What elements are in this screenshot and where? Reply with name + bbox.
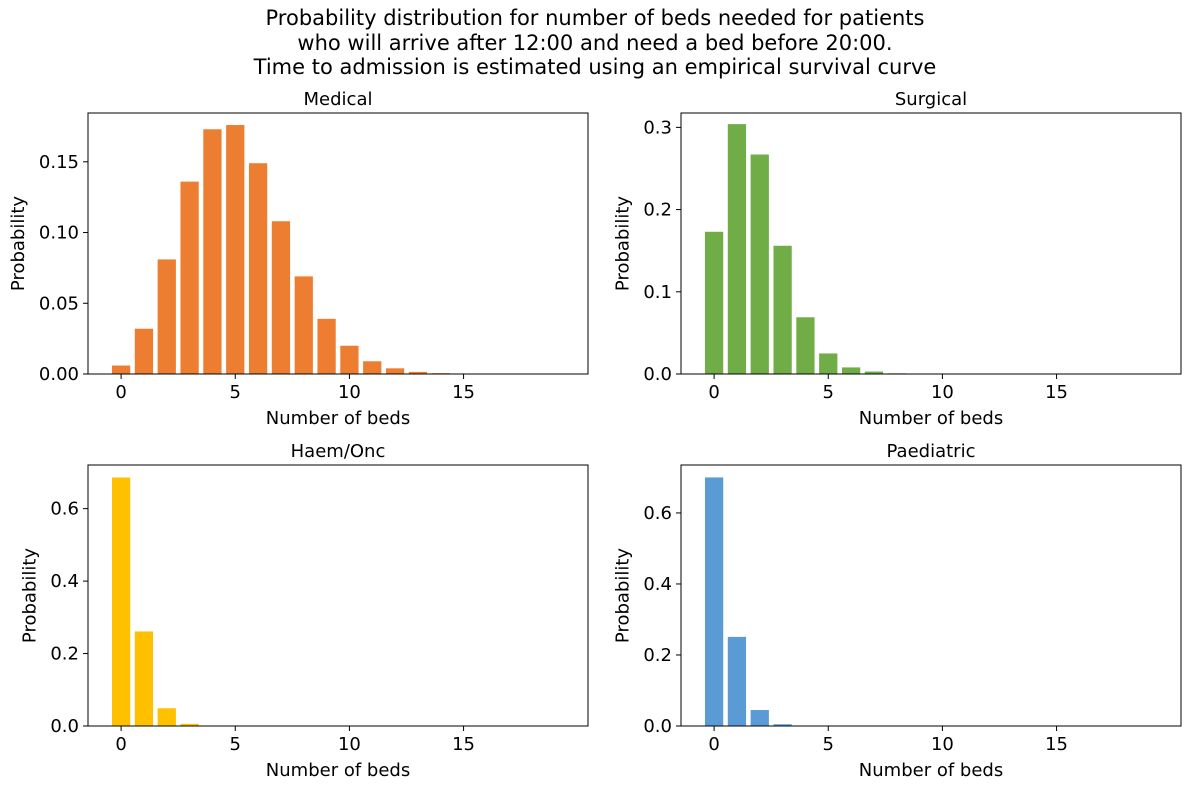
haem-onc-ylabel: Probability bbox=[20, 548, 41, 643]
paediatric-bars bbox=[704, 477, 815, 726]
medical-title: Medical bbox=[304, 89, 373, 110]
paediatric-ytick-label-3: 0.6 bbox=[643, 503, 672, 524]
bar-surgical-1 bbox=[727, 124, 747, 374]
bar-paediatric-3 bbox=[773, 724, 792, 726]
bar-surgical-5 bbox=[819, 353, 838, 374]
medical-xtick-label-15: 15 bbox=[452, 382, 475, 403]
bar-surgical-2 bbox=[750, 154, 769, 374]
bar-surgical-0 bbox=[704, 231, 724, 374]
paediatric-title: Paediatric bbox=[887, 441, 976, 462]
bar-paediatric-1 bbox=[727, 636, 747, 726]
surgical-axes-frame bbox=[680, 112, 1182, 375]
bar-medical-7 bbox=[271, 221, 291, 374]
surgical-xtick-label-10: 10 bbox=[931, 382, 954, 403]
paediatric-ytick-label-2: 0.4 bbox=[643, 574, 672, 595]
paediatric-xlabel: Number of beds bbox=[859, 760, 1003, 781]
haem-onc-xtick-label-10: 10 bbox=[338, 734, 361, 755]
paediatric-xtick-label-5: 5 bbox=[823, 734, 834, 755]
surgical-ylabel: Probability bbox=[613, 196, 634, 291]
surgical-ytick-label-2: 0.2 bbox=[643, 200, 672, 221]
surgical-xlabel: Number of beds bbox=[859, 408, 1003, 429]
bar-medical-10 bbox=[340, 345, 359, 374]
figure-title: Probability distribution for number of b… bbox=[253, 6, 937, 79]
haem-onc-ytick-label-3: 0.6 bbox=[50, 499, 79, 520]
subplot-haem-onc: 0 5 10 15 0.0 0.2 0.4 0.6 Haem/Onc Number of beds… bbox=[20, 441, 589, 781]
subplot-paediatric: 0 5 10 15 0.0 0.2 0.4 0.6 Paediatric Number of be… bbox=[613, 441, 1182, 781]
surgical-bars bbox=[704, 124, 929, 374]
medical-ylabel: Probability bbox=[8, 196, 29, 291]
medical-xtick-label-5: 5 bbox=[230, 382, 241, 403]
medical-ytick-label-1: 0.05 bbox=[39, 293, 79, 314]
haem-onc-ytick-label-0: 0.0 bbox=[50, 716, 79, 737]
paediatric-xtick-label-10: 10 bbox=[931, 734, 954, 755]
bar-medical-3 bbox=[180, 181, 199, 374]
haem-onc-bars bbox=[111, 477, 245, 726]
bar-medical-11 bbox=[363, 361, 382, 374]
surgical-title: Surgical bbox=[895, 89, 967, 110]
figure-title-line-1: Probability distribution for number of b… bbox=[266, 6, 925, 30]
haem-onc-xtick-label-15: 15 bbox=[452, 734, 475, 755]
bar-surgical-3 bbox=[773, 245, 792, 374]
bar-medical-6 bbox=[248, 163, 268, 374]
bar-paediatric-0 bbox=[704, 477, 724, 726]
bar-haem-onc-0 bbox=[111, 477, 131, 726]
bar-surgical-4 bbox=[796, 317, 815, 374]
surgical-xtick-label-15: 15 bbox=[1045, 382, 1068, 403]
bar-haem-onc-2 bbox=[157, 708, 176, 726]
bar-medical-12 bbox=[385, 368, 405, 374]
medical-xtick-label-0: 0 bbox=[115, 382, 126, 403]
paediatric-ytick-label-0: 0.0 bbox=[643, 716, 672, 737]
surgical-ytick-label-1: 0.1 bbox=[643, 282, 672, 303]
paediatric-xtick-label-15: 15 bbox=[1045, 734, 1068, 755]
medical-ytick-label-0: 0.00 bbox=[39, 364, 79, 385]
paediatric-axes-frame bbox=[680, 464, 1182, 727]
haem-onc-ytick-label-2: 0.4 bbox=[50, 571, 79, 592]
medical-bars bbox=[111, 125, 496, 375]
bar-haem-onc-1 bbox=[134, 631, 154, 726]
haem-onc-ytick-label-1: 0.2 bbox=[50, 644, 79, 665]
paediatric-ytick-label-1: 0.2 bbox=[643, 645, 672, 666]
subplot-surgical: 0 5 10 15 0.0 0.1 0.2 0.3 Surgical Number of beds… bbox=[613, 89, 1182, 429]
haem-onc-xlabel: Number of beds bbox=[266, 760, 410, 781]
figure-title-line-2: who will arrive after 12:00 and need a b… bbox=[297, 31, 892, 55]
surgical-xtick-label-5: 5 bbox=[823, 382, 834, 403]
surgical-ytick-label-3: 0.3 bbox=[643, 117, 672, 138]
bar-surgical-6 bbox=[841, 367, 861, 374]
figure-title-line-3: Time to admission is estimated using an … bbox=[253, 55, 937, 79]
medical-xlabel: Number of beds bbox=[266, 408, 410, 429]
haem-onc-axes-frame bbox=[87, 464, 589, 727]
bar-medical-2 bbox=[157, 259, 176, 374]
paediatric-xtick-label-0: 0 bbox=[708, 734, 719, 755]
bar-medical-0 bbox=[111, 365, 131, 374]
haem-onc-xtick-label-0: 0 bbox=[115, 734, 126, 755]
bar-medical-1 bbox=[134, 328, 154, 374]
medical-ytick-label-2: 0.10 bbox=[39, 223, 79, 244]
medical-axes-frame bbox=[87, 112, 589, 375]
bar-surgical-7 bbox=[864, 371, 884, 374]
bar-medical-9 bbox=[317, 318, 336, 374]
medical-xtick-label-10: 10 bbox=[338, 382, 361, 403]
bar-haem-onc-3 bbox=[180, 723, 199, 726]
surgical-xtick-label-0: 0 bbox=[708, 382, 719, 403]
surgical-ytick-label-0: 0.0 bbox=[643, 364, 672, 385]
haem-onc-xtick-label-5: 5 bbox=[230, 734, 241, 755]
haem-onc-title: Haem/Onc bbox=[291, 441, 386, 462]
bar-medical-5 bbox=[226, 125, 245, 375]
medical-ytick-label-3: 0.15 bbox=[39, 152, 79, 173]
subplot-medical: 0 5 10 15 0.00 0.05 0.10 0.15 Medical Number of b… bbox=[8, 89, 589, 429]
paediatric-ylabel: Probability bbox=[613, 548, 634, 643]
bar-medical-13 bbox=[408, 371, 428, 374]
bar-medical-4 bbox=[203, 129, 222, 374]
bar-medical-8 bbox=[294, 276, 313, 374]
bar-paediatric-2 bbox=[750, 710, 769, 726]
